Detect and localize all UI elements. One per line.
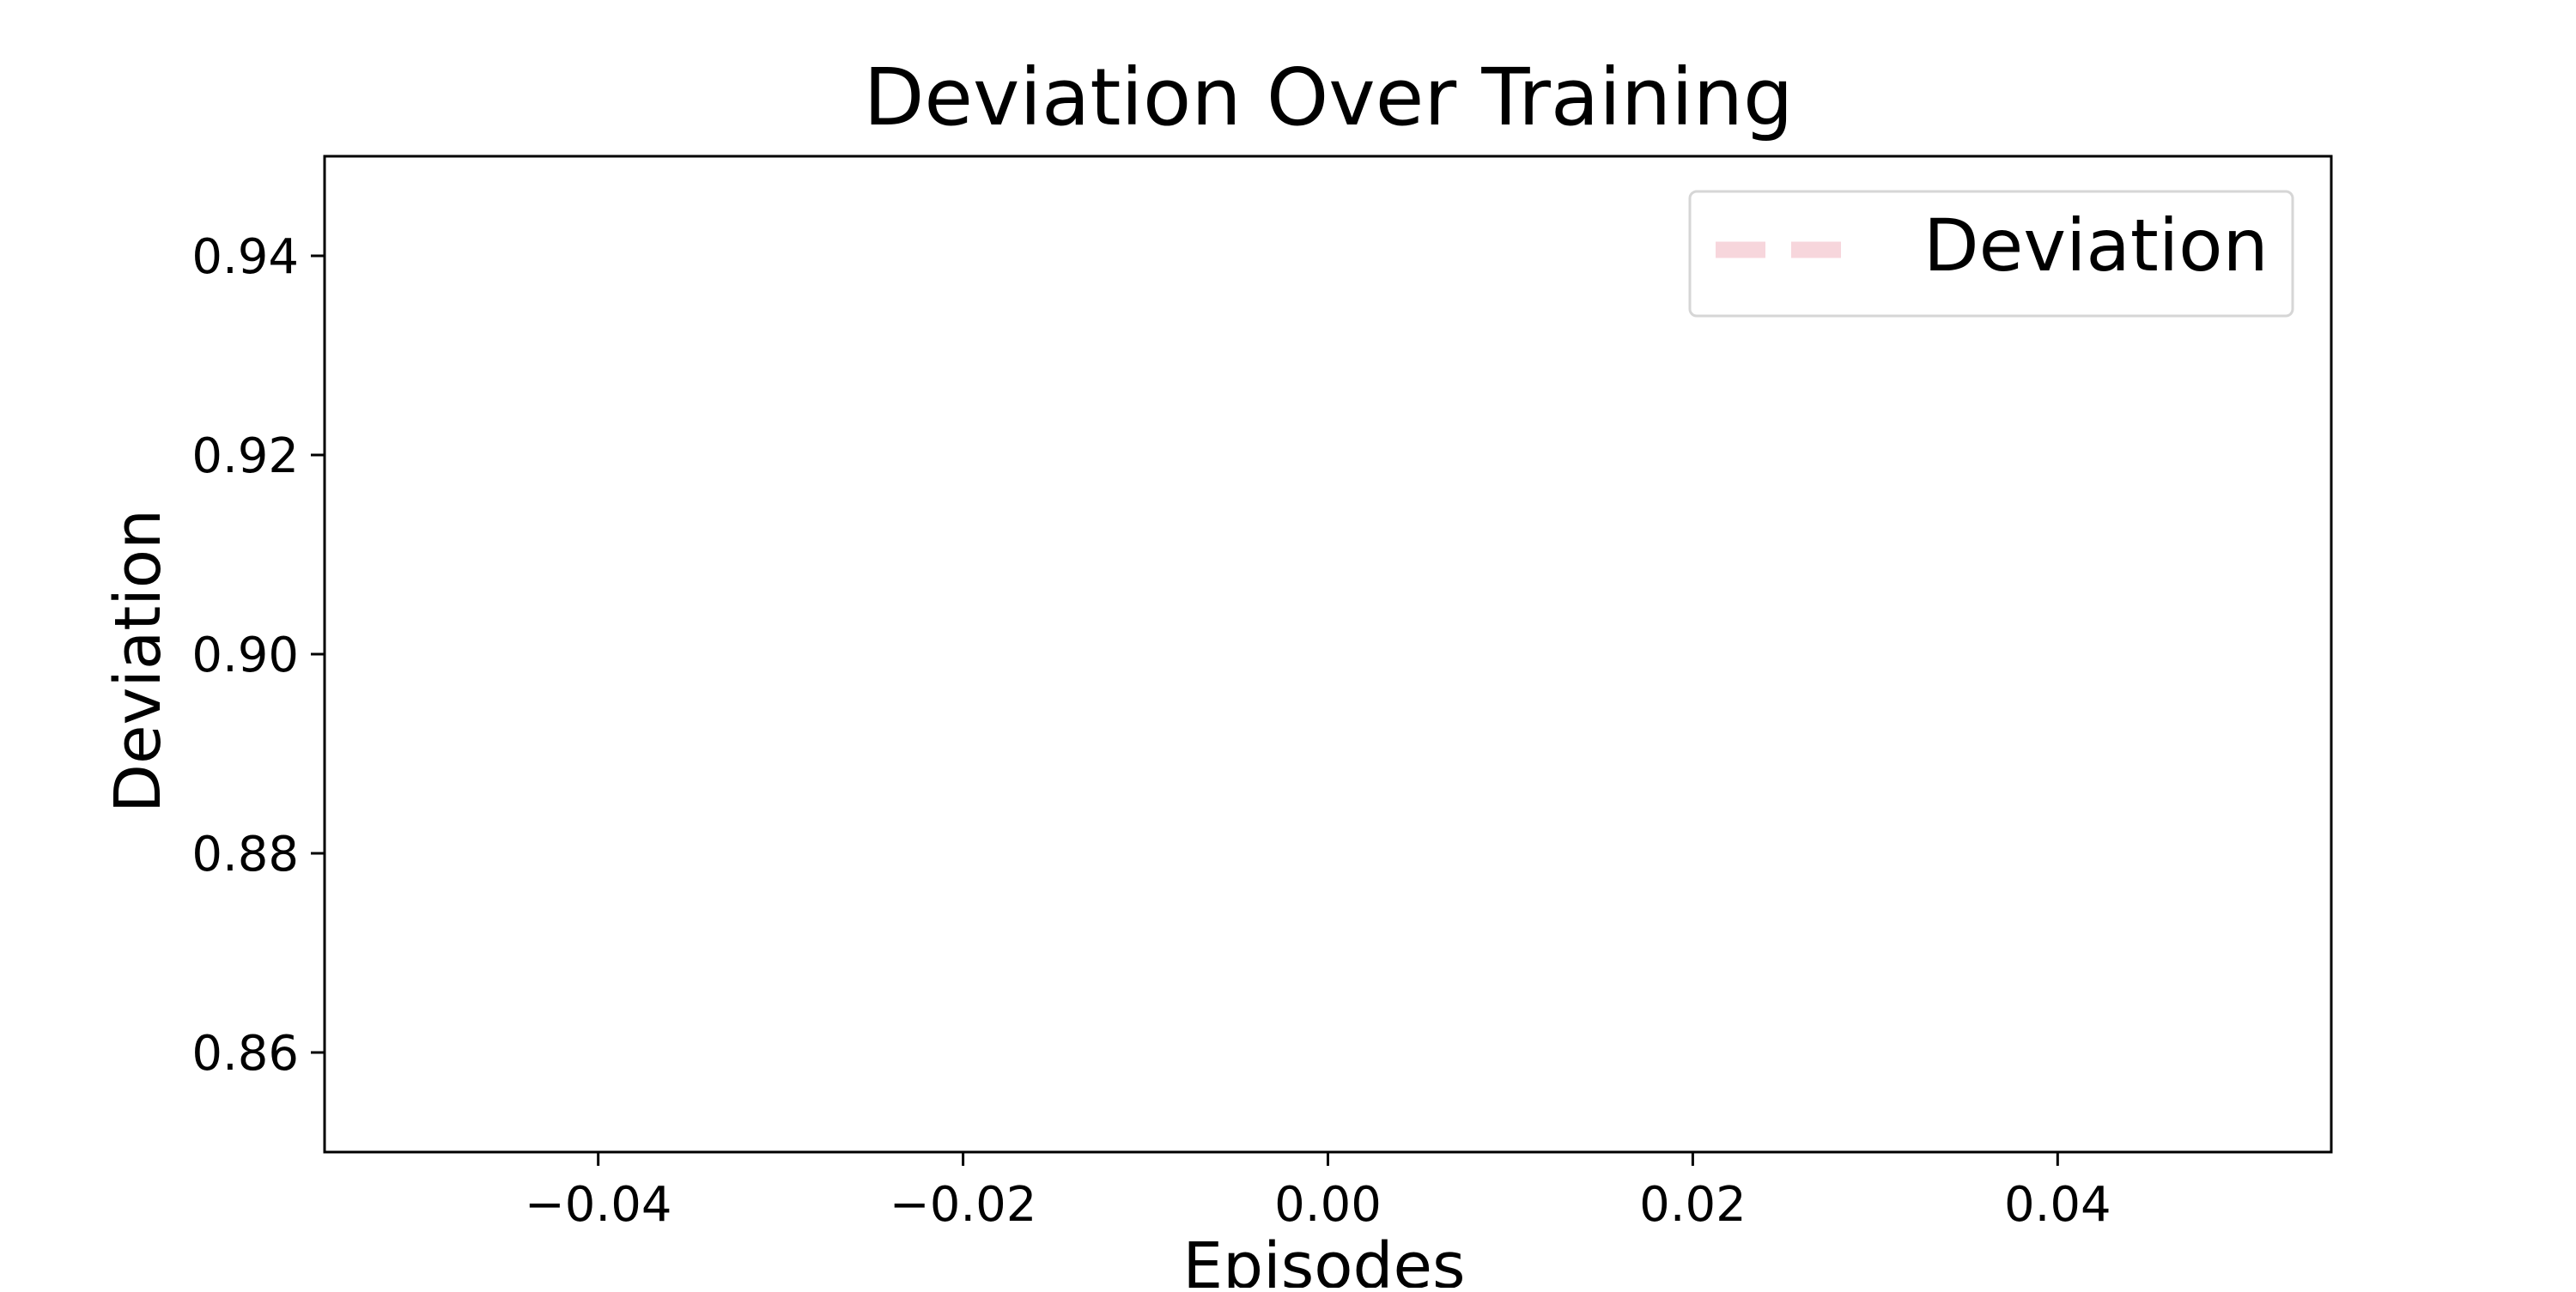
y-axis-ticks: 0.86 0.88 0.90 0.92 0.94 [191, 229, 325, 1082]
y-axis-label: Deviation [101, 509, 175, 813]
x-axis-ticks: −0.04 −0.02 0.00 0.02 0.04 [525, 1152, 2111, 1233]
legend: Deviation [1688, 190, 2294, 318]
y-tick-label: 0.90 [191, 628, 299, 683]
x-tick-label: −0.02 [890, 1177, 1037, 1233]
x-tick-label: 0.00 [1274, 1177, 1382, 1233]
x-tick-label: −0.04 [525, 1177, 672, 1233]
y-tick-label: 0.92 [191, 428, 299, 484]
y-tick-label: 0.88 [191, 827, 299, 883]
x-tick-label: 0.02 [1639, 1177, 1747, 1233]
x-tick-label: 0.04 [2004, 1177, 2111, 1233]
x-axis-label: Episodes [1182, 1229, 1465, 1288]
chart-title: Deviation Over Training [864, 52, 1794, 143]
y-tick-label: 0.86 [191, 1026, 299, 1082]
legend-box [1688, 190, 2294, 318]
y-tick-label: 0.94 [191, 229, 299, 285]
legend-label-deviation: Deviation [1923, 203, 2269, 288]
